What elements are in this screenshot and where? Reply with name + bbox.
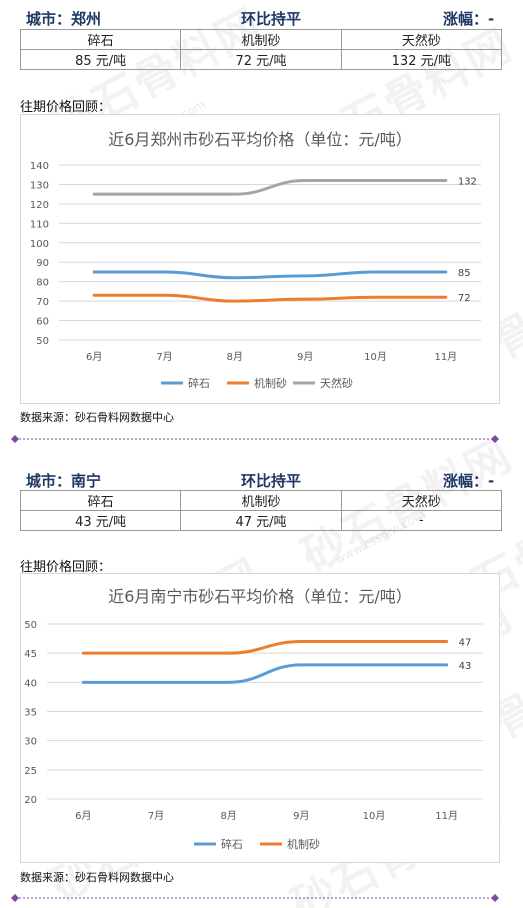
- product-price: -: [340, 510, 503, 531]
- y-tick-label: 50: [36, 336, 49, 347]
- city-label: 城市：郑州: [26, 10, 102, 28]
- y-tick-label: 80: [36, 278, 49, 289]
- y-tick-label: 100: [30, 239, 49, 250]
- x-tick-label: 9月: [297, 351, 313, 363]
- y-tick-label: 60: [36, 317, 49, 328]
- y-tick-label: 70: [36, 297, 49, 308]
- price-table: 碎石 机制砂 天然砂 43 元/吨 47 元/吨 -: [19, 490, 503, 531]
- change-label: 涨幅：-: [443, 10, 495, 28]
- data-source: 数据来源：砂石骨料网数据中心: [20, 411, 174, 424]
- y-tick-label: 130: [30, 180, 49, 191]
- legend-label: 碎石: [188, 376, 210, 390]
- table-row: 43 元/吨 47 元/吨 -: [19, 510, 503, 531]
- table-row: 85 元/吨 72 元/吨 132 元/吨: [19, 49, 503, 70]
- y-tick-label: 45: [24, 649, 37, 660]
- x-tick-label: 9月: [293, 810, 309, 822]
- x-tick-label: 10月: [364, 351, 387, 363]
- product-name: 碎石: [19, 29, 182, 50]
- x-tick-label: 6月: [75, 810, 91, 822]
- product-price: 132 元/吨: [340, 49, 503, 70]
- section-divider: [11, 435, 499, 443]
- y-tick-label: 35: [24, 708, 37, 719]
- review-label: 往期价格回顾：: [20, 560, 112, 575]
- product-name: 碎石: [19, 490, 182, 511]
- product-name: 天然砂: [340, 490, 503, 511]
- series-line: [92, 270, 448, 280]
- y-tick-label: 30: [24, 737, 37, 748]
- y-tick-label: 110: [30, 219, 49, 230]
- chart-svg: 近6月郑州市砂石平均价格（单位：元/吨） 50 60 70 80 90 100 110 120 1…: [30, 130, 481, 390]
- x-tick-label: 8月: [227, 351, 243, 363]
- y-tick-label: 40: [24, 678, 37, 689]
- price-table: 碎石 机制砂 天然砂 85 元/吨 72 元/吨 132 元/吨: [19, 29, 503, 70]
- data-label: 132: [458, 177, 477, 188]
- table-row: 碎石 机制砂 天然砂: [19, 29, 503, 50]
- review-label: 往期价格回顾：: [20, 100, 112, 115]
- city-label: 城市：南宁: [26, 472, 102, 490]
- product-name: 天然砂: [340, 29, 503, 50]
- x-tick-label: 8月: [220, 810, 236, 822]
- x-tick-label: 6月: [86, 351, 102, 363]
- legend-label: 机制砂: [254, 376, 287, 390]
- legend-label: 天然砂: [320, 376, 353, 390]
- x-tick-label: 11月: [434, 351, 457, 363]
- section-divider: [11, 894, 499, 902]
- x-tick-label: 7月: [148, 810, 164, 822]
- y-tick-label: 20: [24, 795, 37, 806]
- data-label: 47: [459, 638, 472, 649]
- table-row: 碎石 机制砂 天然砂: [19, 490, 503, 511]
- legend-label: 碎石: [221, 837, 243, 851]
- x-tick-label: 11月: [435, 810, 458, 822]
- series-line: [81, 640, 449, 655]
- chart-title: 近6月郑州市砂石平均价格（单位：元/吨）: [108, 130, 412, 149]
- section-header: 城市：郑州 环比持平 涨幅：-: [0, 4, 523, 28]
- chart-title: 近6月南宁市砂石平均价格（单位：元/吨）: [108, 587, 412, 606]
- y-tick-label: 120: [30, 200, 49, 211]
- product-price: 43 元/吨: [19, 510, 182, 531]
- series-line: [92, 293, 448, 303]
- price-chart: 近6月郑州市砂石平均价格（单位：元/吨） 50 60 70 80 90 100 110 120 1…: [20, 114, 500, 404]
- series-line: [92, 179, 448, 196]
- product-name: 机制砂: [180, 490, 342, 511]
- chart-svg: 近6月南宁市砂石平均价格（单位：元/吨） 20 25 30 35 40 45 50 6月 7月 8月…: [24, 587, 483, 851]
- product-price: 85 元/吨: [19, 49, 182, 70]
- trend-label: 环比持平: [241, 472, 302, 490]
- product-price: 72 元/吨: [180, 49, 342, 70]
- y-tick-label: 50: [24, 620, 37, 631]
- y-tick-label: 90: [36, 258, 49, 269]
- y-tick-label: 25: [24, 766, 37, 777]
- legend-label: 机制砂: [287, 837, 320, 851]
- series-line: [81, 663, 449, 684]
- change-label: 涨幅：-: [443, 472, 495, 490]
- data-source: 数据来源：砂石骨料网数据中心: [20, 871, 174, 884]
- product-price: 47 元/吨: [180, 510, 342, 531]
- data-label: 43: [459, 661, 472, 672]
- price-chart: 近6月南宁市砂石平均价格（单位：元/吨） 20 25 30 35 40 45 50 6月 7月 8月…: [20, 573, 500, 863]
- x-tick-label: 7月: [156, 351, 172, 363]
- data-label: 85: [458, 268, 471, 279]
- data-label: 72: [458, 293, 471, 304]
- trend-label: 环比持平: [241, 10, 302, 28]
- section-header: 城市：南宁 环比持平 涨幅：-: [0, 466, 523, 490]
- product-name: 机制砂: [180, 29, 342, 50]
- x-tick-label: 10月: [363, 810, 386, 822]
- y-tick-label: 140: [30, 161, 49, 172]
